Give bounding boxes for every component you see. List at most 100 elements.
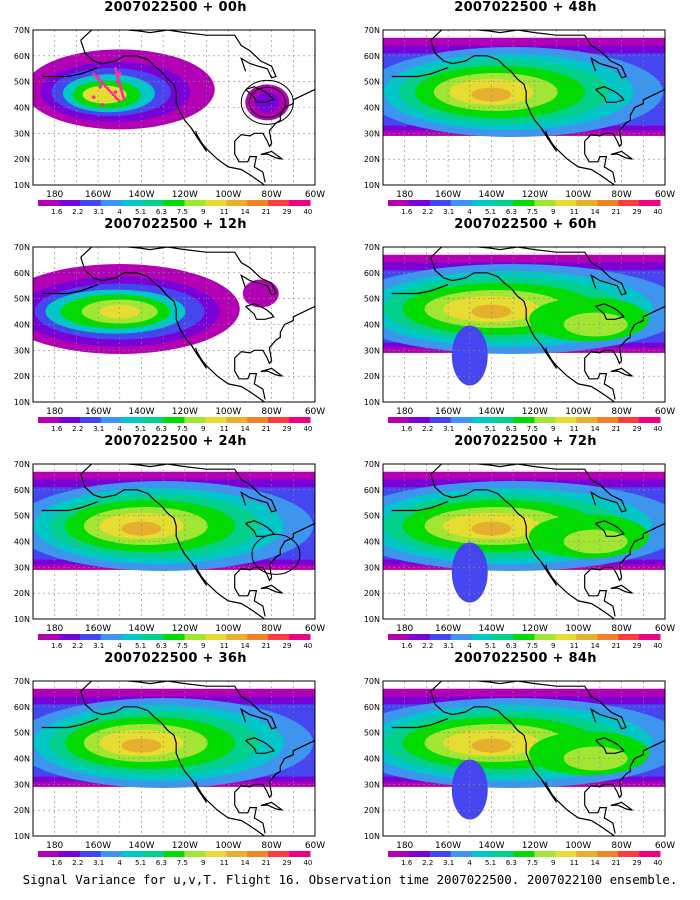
colorbar-swatch — [205, 634, 227, 640]
colorbar-label: 14 — [241, 859, 250, 866]
colorbar-label: 2.2 — [72, 642, 83, 649]
lon-tick-label: 80W — [611, 624, 631, 634]
colorbar-swatch — [576, 200, 598, 206]
lon-tick-label: 60W — [305, 190, 325, 200]
colorbar-label: 40 — [303, 425, 312, 432]
colorbar-label: 3.1 — [443, 208, 454, 215]
lat-tick-label: 60N — [14, 703, 30, 712]
lat-tick-label: 60N — [364, 269, 380, 278]
colorbar-label: 5.1 — [485, 859, 496, 866]
lat-tick-label: 70N — [14, 26, 30, 35]
lon-tick-label: 180 — [396, 624, 413, 634]
colorbar-swatch — [388, 417, 410, 423]
colorbar-swatch — [121, 634, 144, 640]
colorbar-label: 40 — [303, 859, 312, 866]
colorbar-swatch — [513, 200, 535, 206]
lat-tick-label: 30N — [364, 346, 380, 355]
colorbar-label: 29 — [283, 642, 292, 649]
lon-tick-label: 160W — [435, 407, 461, 417]
colorbar-swatch — [408, 200, 431, 206]
lon-tick-label: 140W — [478, 190, 504, 200]
lat-tick-label: 70N — [14, 460, 30, 469]
variance-map: 70N 60N 50N 40N 30N 20N 10N 180 160W 140W 120W 100W… — [364, 677, 675, 866]
lat-tick-label: 60N — [364, 52, 380, 61]
colorbar-label: 5.1 — [135, 208, 146, 215]
colorbar-label: 11 — [570, 208, 579, 215]
lon-tick-label: 80W — [261, 624, 281, 634]
colorbar-label: 4 — [117, 208, 122, 215]
lon-tick-label: 140W — [128, 841, 154, 851]
colorbar-swatch — [79, 851, 102, 857]
colorbar-swatch — [429, 851, 452, 857]
map-panel-p84: 2007022500 + 84h 70N 60N 50N 40N 30N 20N 10N 180… — [358, 651, 693, 866]
lat-tick-label: 10N — [364, 181, 380, 190]
colorbar-swatch — [618, 200, 640, 206]
lon-tick-label: 120W — [172, 190, 198, 200]
colorbar-swatch — [58, 200, 81, 206]
colorbar-label: 11 — [570, 642, 579, 649]
colorbar-label: 5.1 — [135, 859, 146, 866]
colorbar-label: 4 — [117, 642, 122, 649]
colorbar-label: 11 — [570, 859, 579, 866]
colorbar-swatch — [121, 200, 144, 206]
colorbar-label: 5.1 — [485, 208, 496, 215]
colorbar-label: 4 — [467, 642, 472, 649]
colorbar-label: 14 — [241, 425, 250, 432]
colorbar-label: 2.2 — [72, 859, 83, 866]
colorbar-swatch — [184, 634, 206, 640]
variance-map: 70N 60N 50N 40N 30N 20N 10N 180 160W 140W 120W 100W… — [14, 26, 325, 215]
lat-tick-label: 50N — [364, 512, 380, 521]
colorbar-swatch — [471, 417, 494, 423]
lat-tick-label: 50N — [364, 729, 380, 738]
colorbar-label: 29 — [633, 425, 642, 432]
lon-tick-label: 100W — [215, 407, 241, 417]
colorbar-label: 4 — [467, 859, 472, 866]
colorbar-label: 21 — [262, 642, 271, 649]
colorbar-label: 29 — [283, 208, 292, 215]
lon-tick-label: 120W — [172, 407, 198, 417]
lat-tick-label: 10N — [14, 181, 30, 190]
colorbar-label: 7.5 — [527, 859, 538, 866]
colorbar-label: 11 — [220, 642, 229, 649]
lat-tick-label: 10N — [364, 398, 380, 407]
colorbar-swatch — [184, 851, 206, 857]
colorbar-swatch — [38, 851, 60, 857]
colorbar-label: 4 — [117, 425, 122, 432]
lon-tick-label: 100W — [565, 841, 591, 851]
colorbar-label: 6.3 — [156, 642, 167, 649]
colorbar-label: 7.5 — [527, 208, 538, 215]
colorbar-label: 5.1 — [485, 425, 496, 432]
colorbar-label: 2.2 — [422, 642, 433, 649]
lat-tick-label: 40N — [14, 755, 30, 764]
colorbar-label: 21 — [612, 642, 621, 649]
colorbar-swatch — [618, 417, 640, 423]
colorbar-label: 1.6 — [401, 425, 413, 432]
lon-tick-label: 180 — [46, 190, 63, 200]
colorbar-label: 2.2 — [422, 859, 433, 866]
colorbar-label: 5.1 — [135, 425, 146, 432]
lat-tick-label: 30N — [14, 563, 30, 572]
lon-tick-label: 60W — [305, 624, 325, 634]
colorbar-swatch — [100, 851, 123, 857]
lon-tick-label: 180 — [396, 190, 413, 200]
panel-title: 2007022500 + 48h — [454, 0, 597, 15]
panel-title: 2007022500 + 60h — [454, 217, 597, 232]
colorbar-swatch — [58, 851, 81, 857]
colorbar-swatch — [429, 417, 452, 423]
lon-tick-label: 160W — [435, 190, 461, 200]
lon-tick-label: 100W — [215, 841, 241, 851]
lon-tick-label: 180 — [46, 841, 63, 851]
colorbar-swatch — [450, 634, 473, 640]
colorbar-label: 2.2 — [422, 208, 433, 215]
colorbar-label: 1.6 — [401, 859, 413, 866]
colorbar-swatch — [268, 634, 290, 640]
colorbar-swatch — [205, 851, 227, 857]
lat-tick-label: 30N — [364, 563, 380, 572]
colorbar-label: 6.3 — [506, 425, 517, 432]
colorbar-swatch — [618, 851, 640, 857]
lat-tick-label: 20N — [14, 806, 30, 815]
lon-tick-label: 160W — [435, 624, 461, 634]
colorbar-swatch — [597, 417, 619, 423]
lon-tick-label: 140W — [128, 624, 154, 634]
lon-tick-label: 80W — [611, 190, 631, 200]
